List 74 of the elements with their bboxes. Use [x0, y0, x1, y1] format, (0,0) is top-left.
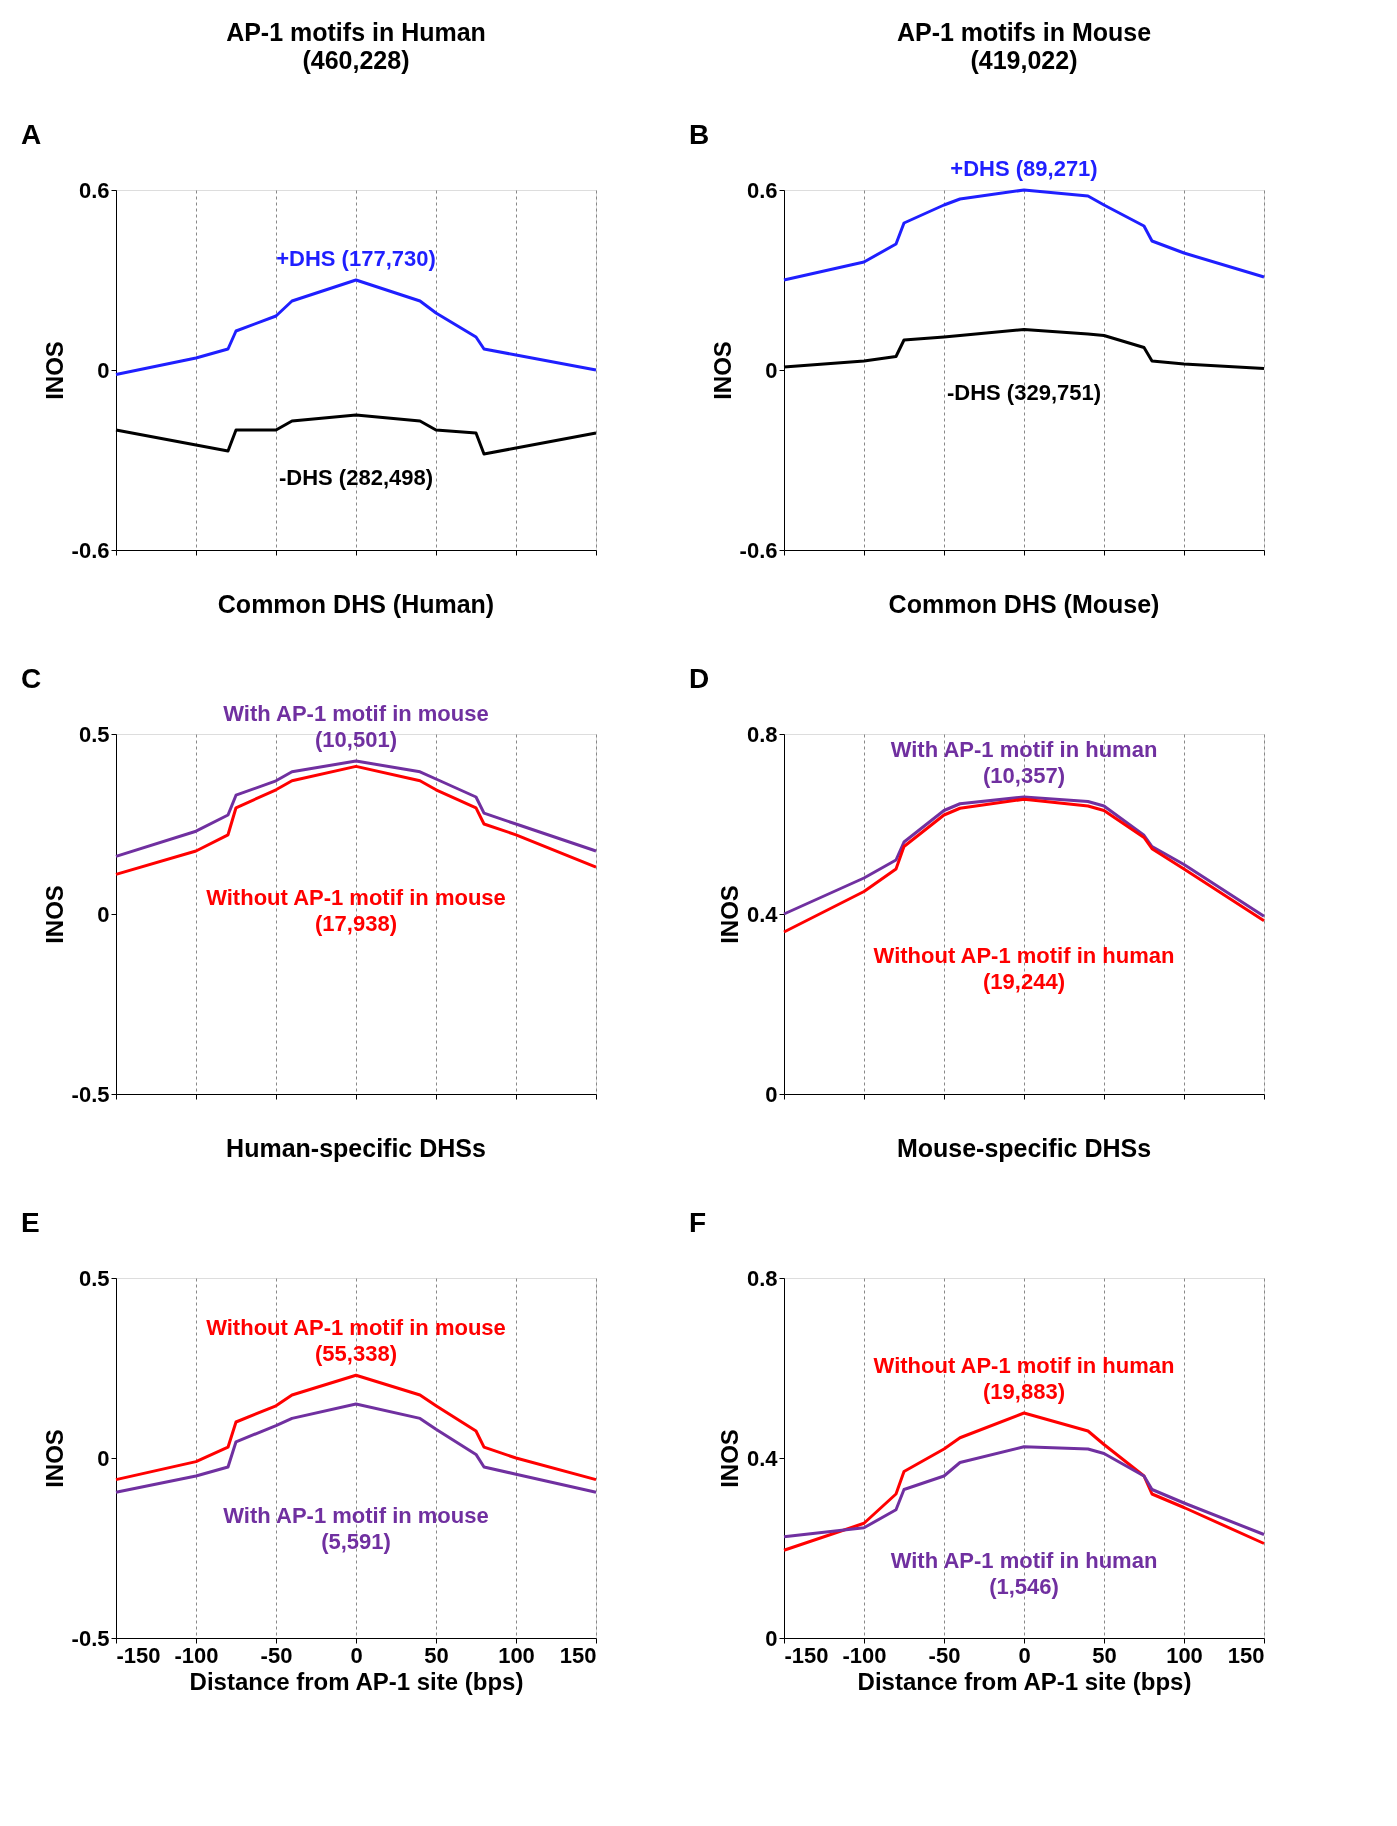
x-tick-label: -100 — [174, 1642, 219, 1668]
series-label: Without AP-1 motif in human (19,883) — [873, 1353, 1175, 1404]
y-tick-label: 0.4 — [746, 1445, 779, 1471]
series-label: Without AP-1 motif in mouse (55,338) — [206, 1315, 506, 1367]
chart-title: Common DHS (Mouse) — [888, 590, 1160, 618]
text: D — [689, 663, 710, 694]
x-tick-label: 150 — [559, 1642, 597, 1668]
text: E — [21, 1207, 40, 1238]
y-tick-label: 0.8 — [746, 721, 778, 747]
y-axis-title: INOS — [715, 885, 743, 944]
y-tick-label: -0.5 — [71, 1081, 110, 1107]
chart-subtitle: (460,228) — [302, 46, 410, 74]
y-tick-label: 0.5 — [78, 1265, 110, 1291]
text: C — [21, 663, 42, 694]
y-tick-label: 0.5 — [78, 721, 110, 747]
y-tick-label: -0.6 — [71, 537, 110, 563]
x-axis-title: Distance from AP-1 site (bps) — [857, 1667, 1192, 1695]
y-axis-title: INOS — [40, 885, 68, 944]
line-series — [114, 1373, 598, 1482]
y-tick-label: -0.6 — [739, 537, 778, 563]
chart-title: Common DHS (Human) — [217, 590, 495, 618]
series-label: Without AP-1 motif in mouse (17,938) — [206, 885, 506, 937]
y-axis-title: INOS — [715, 1429, 743, 1488]
series-label: +DHS (89,271) — [950, 156, 1098, 181]
y-tick-label: 0 — [765, 357, 778, 383]
y-axis-title: INOS — [40, 1429, 68, 1488]
y-tick-label: 0.6 — [78, 177, 110, 203]
chart-subtitle: (419,022) — [970, 46, 1078, 74]
x-tick-label: 0 — [1018, 1642, 1031, 1668]
text: A — [21, 119, 42, 150]
y-tick-label: 0 — [97, 901, 110, 927]
series-label: With AP-1 motif in mouse (5,591) — [223, 1503, 489, 1555]
y-tick-label: 0 — [765, 1081, 778, 1107]
x-tick-label: -150 — [116, 1642, 161, 1668]
x-tick-label: 0 — [350, 1642, 363, 1668]
line-series — [114, 759, 598, 858]
chart-title: AP-1 motifs in Human — [226, 18, 486, 46]
chart-title: Human-specific DHSs — [226, 1134, 486, 1162]
y-axis-title: INOS — [708, 341, 736, 400]
y-tick-label: 0.6 — [746, 177, 778, 203]
x-axis-title: Distance from AP-1 site (bps) — [189, 1667, 524, 1695]
chart-title: AP-1 motifs in Mouse — [896, 18, 1152, 46]
x-tick-label: -100 — [842, 1642, 887, 1668]
x-tick-label: 50 — [1092, 1642, 1117, 1668]
x-tick-label: 150 — [1227, 1642, 1265, 1668]
y-tick-label: 0 — [97, 1445, 110, 1471]
x-tick-label: 50 — [424, 1642, 449, 1668]
x-tick-label: 100 — [1166, 1642, 1203, 1668]
y-tick-label: 0.4 — [746, 901, 779, 927]
y-tick-label: 0 — [97, 357, 110, 383]
series-label: -DHS (282,498) — [278, 465, 434, 490]
line-series — [782, 1411, 1266, 1552]
line-series — [114, 278, 598, 376]
series-label: -DHS (329,751) — [946, 379, 1102, 405]
series-label: With AP-1 motif in human (1,546) — [890, 1547, 1158, 1599]
y-tick-label: -0.5 — [71, 1625, 110, 1651]
text: F — [689, 1207, 707, 1238]
chart-title: Mouse-specific DHSs — [896, 1134, 1152, 1162]
line-series — [782, 188, 1266, 282]
series-label: With AP-1 motif in human (10,357) — [890, 737, 1158, 788]
x-tick-label: -50 — [260, 1642, 293, 1668]
text: B — [689, 119, 710, 150]
y-axis-title: INOS — [40, 341, 68, 400]
x-tick-label: -150 — [784, 1642, 829, 1668]
y-tick-label: 0 — [765, 1625, 778, 1651]
line-series — [114, 764, 598, 876]
series-label: +DHS (177,730) — [276, 246, 436, 271]
line-series — [114, 1402, 598, 1494]
series-label: With AP-1 motif in mouse (10,501) — [223, 701, 489, 752]
line-series — [782, 1445, 1266, 1539]
y-tick-label: 0.8 — [746, 1265, 778, 1291]
x-tick-label: -50 — [928, 1642, 961, 1668]
x-tick-label: 100 — [498, 1642, 535, 1668]
text: Without AP-1 motif in human (19,244) — [873, 943, 1175, 994]
